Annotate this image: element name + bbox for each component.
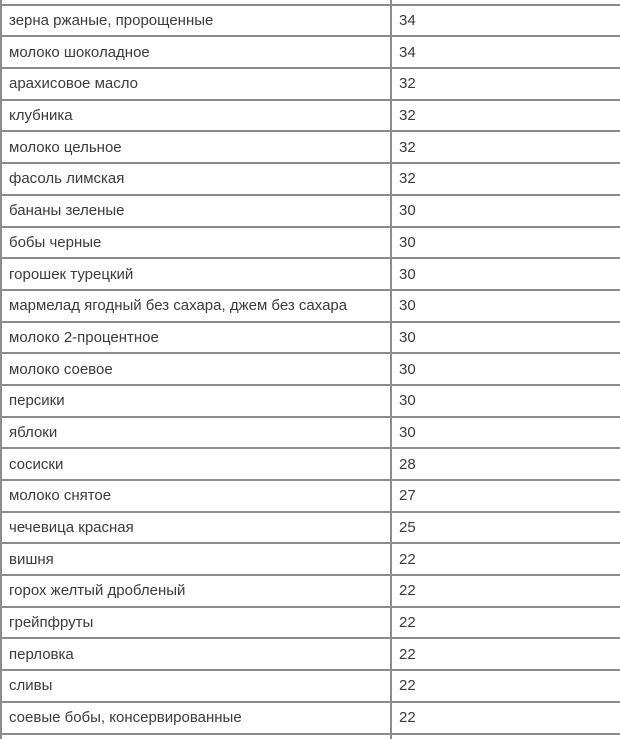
food-name-cell: молоко соевое [0,352,392,386]
food-name-cell: грейпфруты [0,605,392,640]
food-name-cell: зерна ржаные, пророщенные [0,3,392,38]
food-name-cell: клубника [0,98,392,133]
gi-value-cell [390,732,620,739]
food-name-cell [0,732,392,739]
food-name-cell: мармелад ягодный без сахара, джем без са… [0,288,392,323]
table-row: бананы зеленые 30 [0,193,620,228]
table-row: молоко снятое 27 [0,479,620,513]
table-row: соевые бобы, консервированные 22 [0,700,620,735]
food-name-cell: вишня [0,542,392,577]
food-name-cell: фасоль лимская [0,162,392,196]
food-name-cell [0,0,392,6]
food-name-cell: персики [0,383,392,418]
table-row: вишня 22 [0,542,620,577]
table-row: грейпфруты 22 [0,605,620,640]
food-name-cell: молоко 2-процентное [0,320,392,355]
gi-value-cell: 30 [390,415,620,450]
table-row: горох желтый дробленый 22 [0,574,620,608]
table-row: молоко шоколадное 34 [0,35,620,70]
gi-value-cell: 30 [390,352,620,386]
gi-value-cell: 30 [390,225,620,260]
gi-value-cell: 32 [390,130,620,165]
gi-value-cell: 25 [390,510,620,545]
gi-value-cell: 30 [390,288,620,323]
bottom-partial-row [0,732,620,739]
food-name-cell: горошек турецкий [0,257,392,291]
table-row: молоко цельное 32 [0,130,620,165]
gi-value-cell: 32 [390,67,620,101]
gi-value-cell: 30 [390,383,620,418]
food-name-cell: перловка [0,637,392,672]
food-name-cell: сосиски [0,447,392,481]
table-row: яблоки 30 [0,415,620,450]
gi-value-cell: 34 [390,35,620,70]
table-row: горошек турецкий 30 [0,257,620,291]
food-name-cell: бобы черные [0,225,392,260]
gi-value-cell: 22 [390,574,620,608]
table-row: арахисовое масло 32 [0,67,620,101]
table-row: клубника 32 [0,98,620,133]
gi-value-cell: 32 [390,162,620,196]
gi-value-cell: 27 [390,479,620,513]
gi-value-cell: 22 [390,542,620,577]
table-row: бобы черные 30 [0,225,620,260]
food-name-cell: молоко цельное [0,130,392,165]
food-name-cell: чечевица красная [0,510,392,545]
food-name-cell: арахисовое масло [0,67,392,101]
gi-value-cell: 22 [390,669,620,703]
food-name-cell: молоко снятое [0,479,392,513]
gi-value-cell: 22 [390,637,620,672]
table-row: сосиски 28 [0,447,620,481]
food-name-cell: соевые бобы, консервированные [0,700,392,735]
gi-value-cell: 30 [390,193,620,228]
table-row: молоко 2-процентное 30 [0,320,620,355]
food-name-cell: молоко шоколадное [0,35,392,70]
gi-value-cell: 22 [390,605,620,640]
table-row: зерна ржаные, пророщенные 34 [0,3,620,38]
food-name-cell: яблоки [0,415,392,450]
gi-value-cell: 30 [390,320,620,355]
table-row: фасоль лимская 32 [0,162,620,196]
table-row: чечевица красная 25 [0,510,620,545]
gi-value-cell: 32 [390,98,620,133]
table-row: перловка 22 [0,637,620,672]
table-row: сливы 22 [0,669,620,703]
gi-value-cell: 34 [390,3,620,38]
food-name-cell: сливы [0,669,392,703]
gi-value-cell: 22 [390,700,620,735]
gi-value-cell: 30 [390,257,620,291]
table-row: мармелад ягодный без сахара, джем без са… [0,288,620,323]
table-row: персики 30 [0,383,620,418]
table-row: молоко соевое 30 [0,352,620,386]
gi-value-cell: 28 [390,447,620,481]
food-name-cell: горох желтый дробленый [0,574,392,608]
food-name-cell: бананы зеленые [0,193,392,228]
